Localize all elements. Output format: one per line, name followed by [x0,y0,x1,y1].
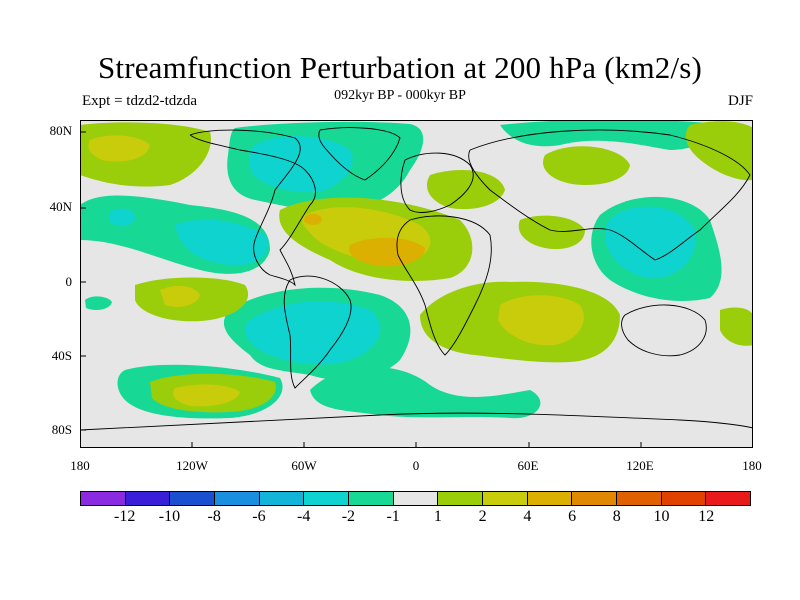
lon-label-0: 0 [412,458,420,473]
colorbar-swatch-14 [706,492,751,505]
colorbar-label: -1 [386,508,400,525]
africa-coast [396,215,492,356]
colorbar-label: -12 [114,508,136,525]
asia-coast [468,129,751,261]
pacific-strong-positive-region [160,285,200,307]
colorbar [80,491,751,506]
lon-label-120w: 120W [176,458,208,473]
australia-coast [621,304,707,357]
colorbar-swatch-8 [438,492,484,505]
strongest-positive-regions [304,213,425,267]
colorbar-swatch-3 [215,492,260,505]
streamfunction-map [80,120,753,448]
lon-label-180e: 180 [742,458,762,473]
season-label: DJF [727,93,753,109]
arabia-positive-region [518,215,585,250]
colorbar-label: -8 [207,508,221,525]
plot-title: Streamfunction Perturbation at 200 hPa (… [97,50,703,85]
south-ocean-positive-region [720,307,753,346]
lon-label-120e: 120E [626,458,654,473]
axis-ticks [80,131,642,448]
small-pacific-negative-region [85,296,112,310]
north-america-strong-negative-region [175,219,269,266]
europe-positive-region [426,170,505,210]
colorbar-swatch-0 [81,492,126,505]
indian-strong-positive-region [498,295,584,346]
pacific-small-strong-negative-region [110,208,135,227]
colorbar-swatch-1 [125,492,171,505]
lat-label-eq: 0 [65,274,73,289]
europe-coast [400,152,474,213]
colorbar-label: -6 [252,508,266,525]
colorbar-label: 8 [612,508,621,525]
lat-label-80s: 80S [51,422,72,437]
colorbar-swatch-11 [572,492,618,505]
colorbar-swatch-12 [617,492,662,505]
south-america-strong-negative-region [244,301,381,365]
antarctica-coast [80,412,753,431]
colorbar-label: 4 [523,508,532,525]
colorbar-swatch-4 [259,492,305,505]
colorbar-label: 1 [433,508,442,525]
greenland-coast [318,127,401,181]
colorbar-swatch-5 [304,492,350,505]
colorbar-label: 12 [698,508,715,525]
lat-label-80n: 80N [49,123,72,138]
plot-subtitle: 092kyr BP - 000kyr BP [334,88,466,103]
lon-label-180w: 180 [70,458,90,473]
colorbar-label: -2 [341,508,356,525]
north-america-coast [189,129,316,287]
lat-label-40s: 40S [51,348,72,363]
colorbar-swatch-6 [349,492,394,505]
lon-label-60e: 60E [517,458,539,473]
siberia-negative-region [500,120,726,150]
central-asia-positive-region [543,146,630,186]
colorbar-label: 2 [478,508,487,525]
north-pacific-strong-positive-region [88,135,150,162]
southern-ocean-negative-region [310,366,541,419]
colorbar-swatch-10 [527,492,573,505]
colorbar-label: -4 [296,508,311,525]
lat-label-40n: 40N [49,199,72,214]
colorbar-swatch-7 [393,492,439,505]
east-pacific-positive-region [685,121,753,181]
colorbar-swatch-13 [661,492,707,505]
sahara-strongest-positive-region [349,237,425,267]
colorbar-swatch-9 [483,492,528,505]
colorbar-label: 10 [653,508,670,525]
experiment-label: Expt = tdzd2-tdzda [82,93,198,109]
lon-label-60w: 60W [291,458,317,473]
southern-strong-positive-region [173,384,240,407]
atlantic-strongest-positive-region [304,213,322,225]
colorbar-label: 6 [568,508,577,525]
south-america-coast [283,275,352,389]
east-asia-strong-negative-region [605,206,696,279]
colorbar-label: -10 [158,508,181,525]
coastlines [80,127,753,431]
colorbar-swatch-2 [170,492,216,505]
